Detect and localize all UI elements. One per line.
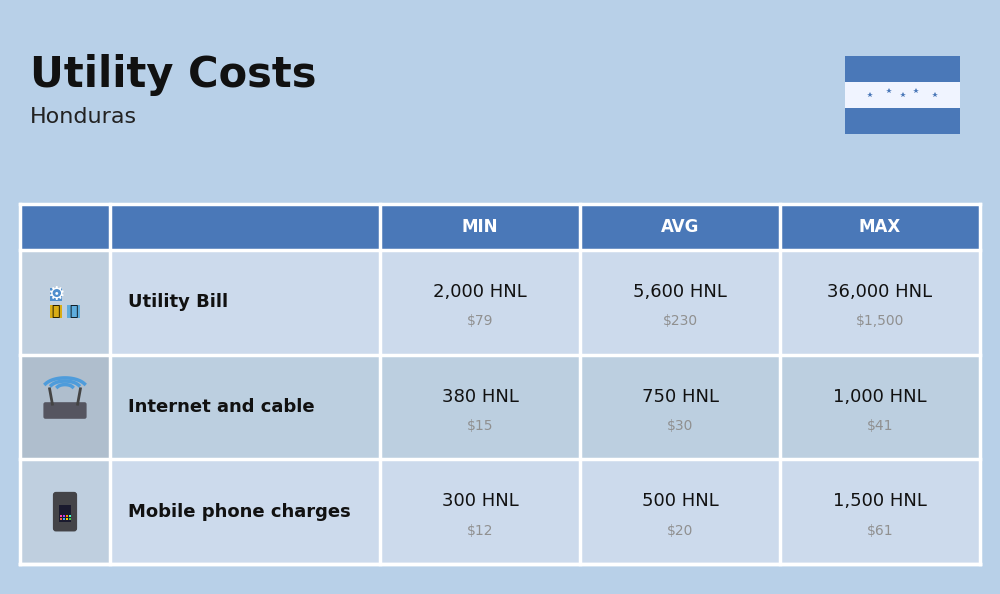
Bar — [20, 355, 110, 459]
Bar — [110, 250, 980, 355]
Bar — [67, 305, 80, 318]
Bar — [66, 516, 68, 517]
Bar — [59, 505, 71, 523]
Text: AVG: AVG — [661, 218, 699, 236]
Text: $30: $30 — [667, 419, 693, 433]
Bar — [69, 516, 71, 517]
Text: 500 HNL: 500 HNL — [642, 492, 718, 510]
Text: 300 HNL: 300 HNL — [442, 492, 518, 510]
Text: $12: $12 — [467, 523, 493, 538]
FancyBboxPatch shape — [43, 402, 87, 419]
Text: 🔌: 🔌 — [52, 305, 60, 318]
Text: 2,000 HNL: 2,000 HNL — [433, 283, 527, 301]
Text: 380 HNL: 380 HNL — [442, 387, 518, 406]
Text: $20: $20 — [667, 523, 693, 538]
Bar — [110, 459, 980, 564]
FancyBboxPatch shape — [53, 492, 77, 532]
Text: 💧: 💧 — [69, 305, 78, 318]
Bar — [20, 250, 110, 355]
Text: 5,600 HNL: 5,600 HNL — [633, 283, 727, 301]
Bar — [20, 459, 110, 564]
Text: $1,500: $1,500 — [856, 314, 904, 328]
Bar — [50, 305, 62, 318]
Bar — [110, 355, 980, 459]
Bar — [845, 56, 960, 82]
Bar — [845, 82, 960, 108]
Text: 1,000 HNL: 1,000 HNL — [833, 387, 927, 406]
Text: MIN: MIN — [462, 218, 498, 236]
Text: Utility Costs: Utility Costs — [30, 54, 316, 96]
Text: Honduras: Honduras — [30, 107, 137, 127]
Text: MAX: MAX — [859, 218, 901, 236]
Bar — [63, 516, 65, 517]
Text: 1,500 HNL: 1,500 HNL — [833, 492, 927, 510]
Text: $41: $41 — [867, 419, 893, 433]
Text: 750 HNL: 750 HNL — [642, 387, 718, 406]
Text: $15: $15 — [467, 419, 493, 433]
Text: $79: $79 — [467, 314, 493, 328]
Text: Utility Bill: Utility Bill — [128, 293, 228, 311]
Text: 36,000 HNL: 36,000 HNL — [827, 283, 933, 301]
Bar — [845, 108, 960, 134]
Bar — [20, 204, 980, 250]
Bar — [60, 516, 62, 517]
Bar — [63, 519, 65, 520]
Text: $230: $230 — [662, 314, 698, 328]
Bar — [69, 519, 71, 520]
Bar — [60, 519, 62, 520]
Text: $61: $61 — [867, 523, 893, 538]
Text: Internet and cable: Internet and cable — [128, 398, 315, 416]
Bar — [50, 288, 62, 301]
Text: ⚙: ⚙ — [47, 285, 65, 304]
Bar — [66, 519, 68, 520]
Text: Mobile phone charges: Mobile phone charges — [128, 503, 351, 521]
